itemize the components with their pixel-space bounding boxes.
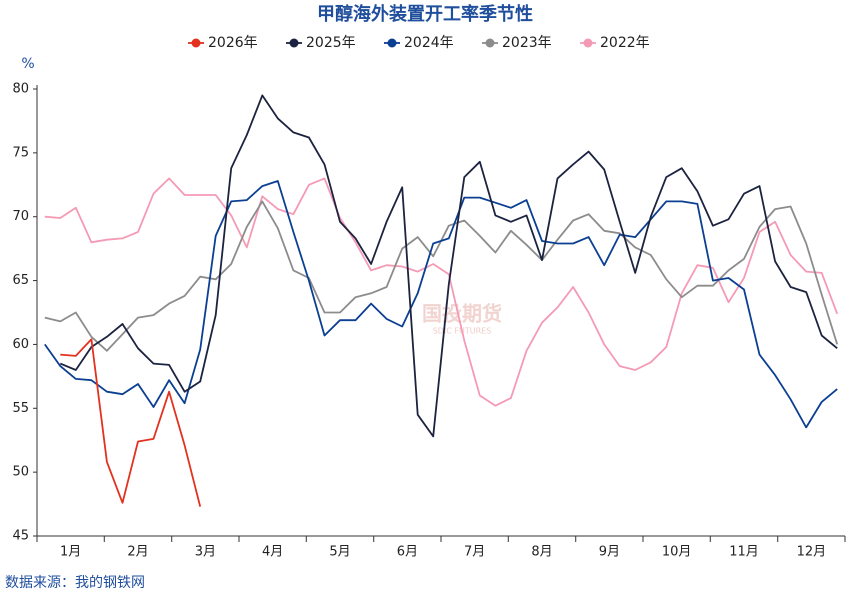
x-tick-label: 11月: [729, 545, 759, 560]
series-line: [44, 180, 838, 429]
y-unit: %: [21, 56, 34, 72]
y-tick-label: 45: [12, 529, 29, 544]
legend-label: 2026年: [208, 35, 258, 51]
x-tick-label: 9月: [599, 545, 620, 560]
legend-marker: [583, 38, 593, 48]
legend-label: 2023年: [502, 35, 552, 51]
watermark: 国投期货: [422, 302, 502, 326]
x-tick-label: 7月: [464, 545, 485, 560]
y-tick-label: 55: [12, 401, 29, 416]
source: 数据来源：我的钢铁网: [5, 575, 145, 591]
y-tick-label: 60: [12, 337, 29, 352]
legend-label: 2022年: [600, 35, 650, 51]
x-tick-label: 2月: [127, 545, 148, 560]
x-tick-label: 10月: [662, 545, 692, 560]
y-tick-label: 50: [12, 465, 29, 480]
x-tick-label: 1月: [60, 545, 81, 560]
y-tick-label: 65: [12, 273, 29, 288]
legend-marker: [485, 38, 495, 48]
legend-label: 2024年: [404, 35, 454, 51]
series-line: [60, 338, 202, 507]
x-tick-label: 6月: [397, 545, 418, 560]
series-line: [44, 177, 839, 407]
series-line: [59, 94, 838, 438]
x-tick-label: 5月: [329, 545, 350, 560]
chart-title: 甲醇海外装置开工率季节性: [317, 3, 533, 25]
x-tick-label: 8月: [531, 545, 552, 560]
legend-marker: [191, 38, 201, 48]
y-tick-label: 80: [12, 82, 29, 97]
x-tick-label: 12月: [797, 545, 827, 560]
y-tick-label: 70: [12, 209, 29, 224]
legend-marker: [387, 38, 397, 48]
legend-label: 2025年: [306, 35, 356, 51]
x-tick-label: 4月: [262, 545, 283, 560]
x-tick-label: 3月: [195, 545, 216, 560]
legend-marker: [289, 38, 299, 48]
y-tick-label: 75: [12, 145, 29, 160]
